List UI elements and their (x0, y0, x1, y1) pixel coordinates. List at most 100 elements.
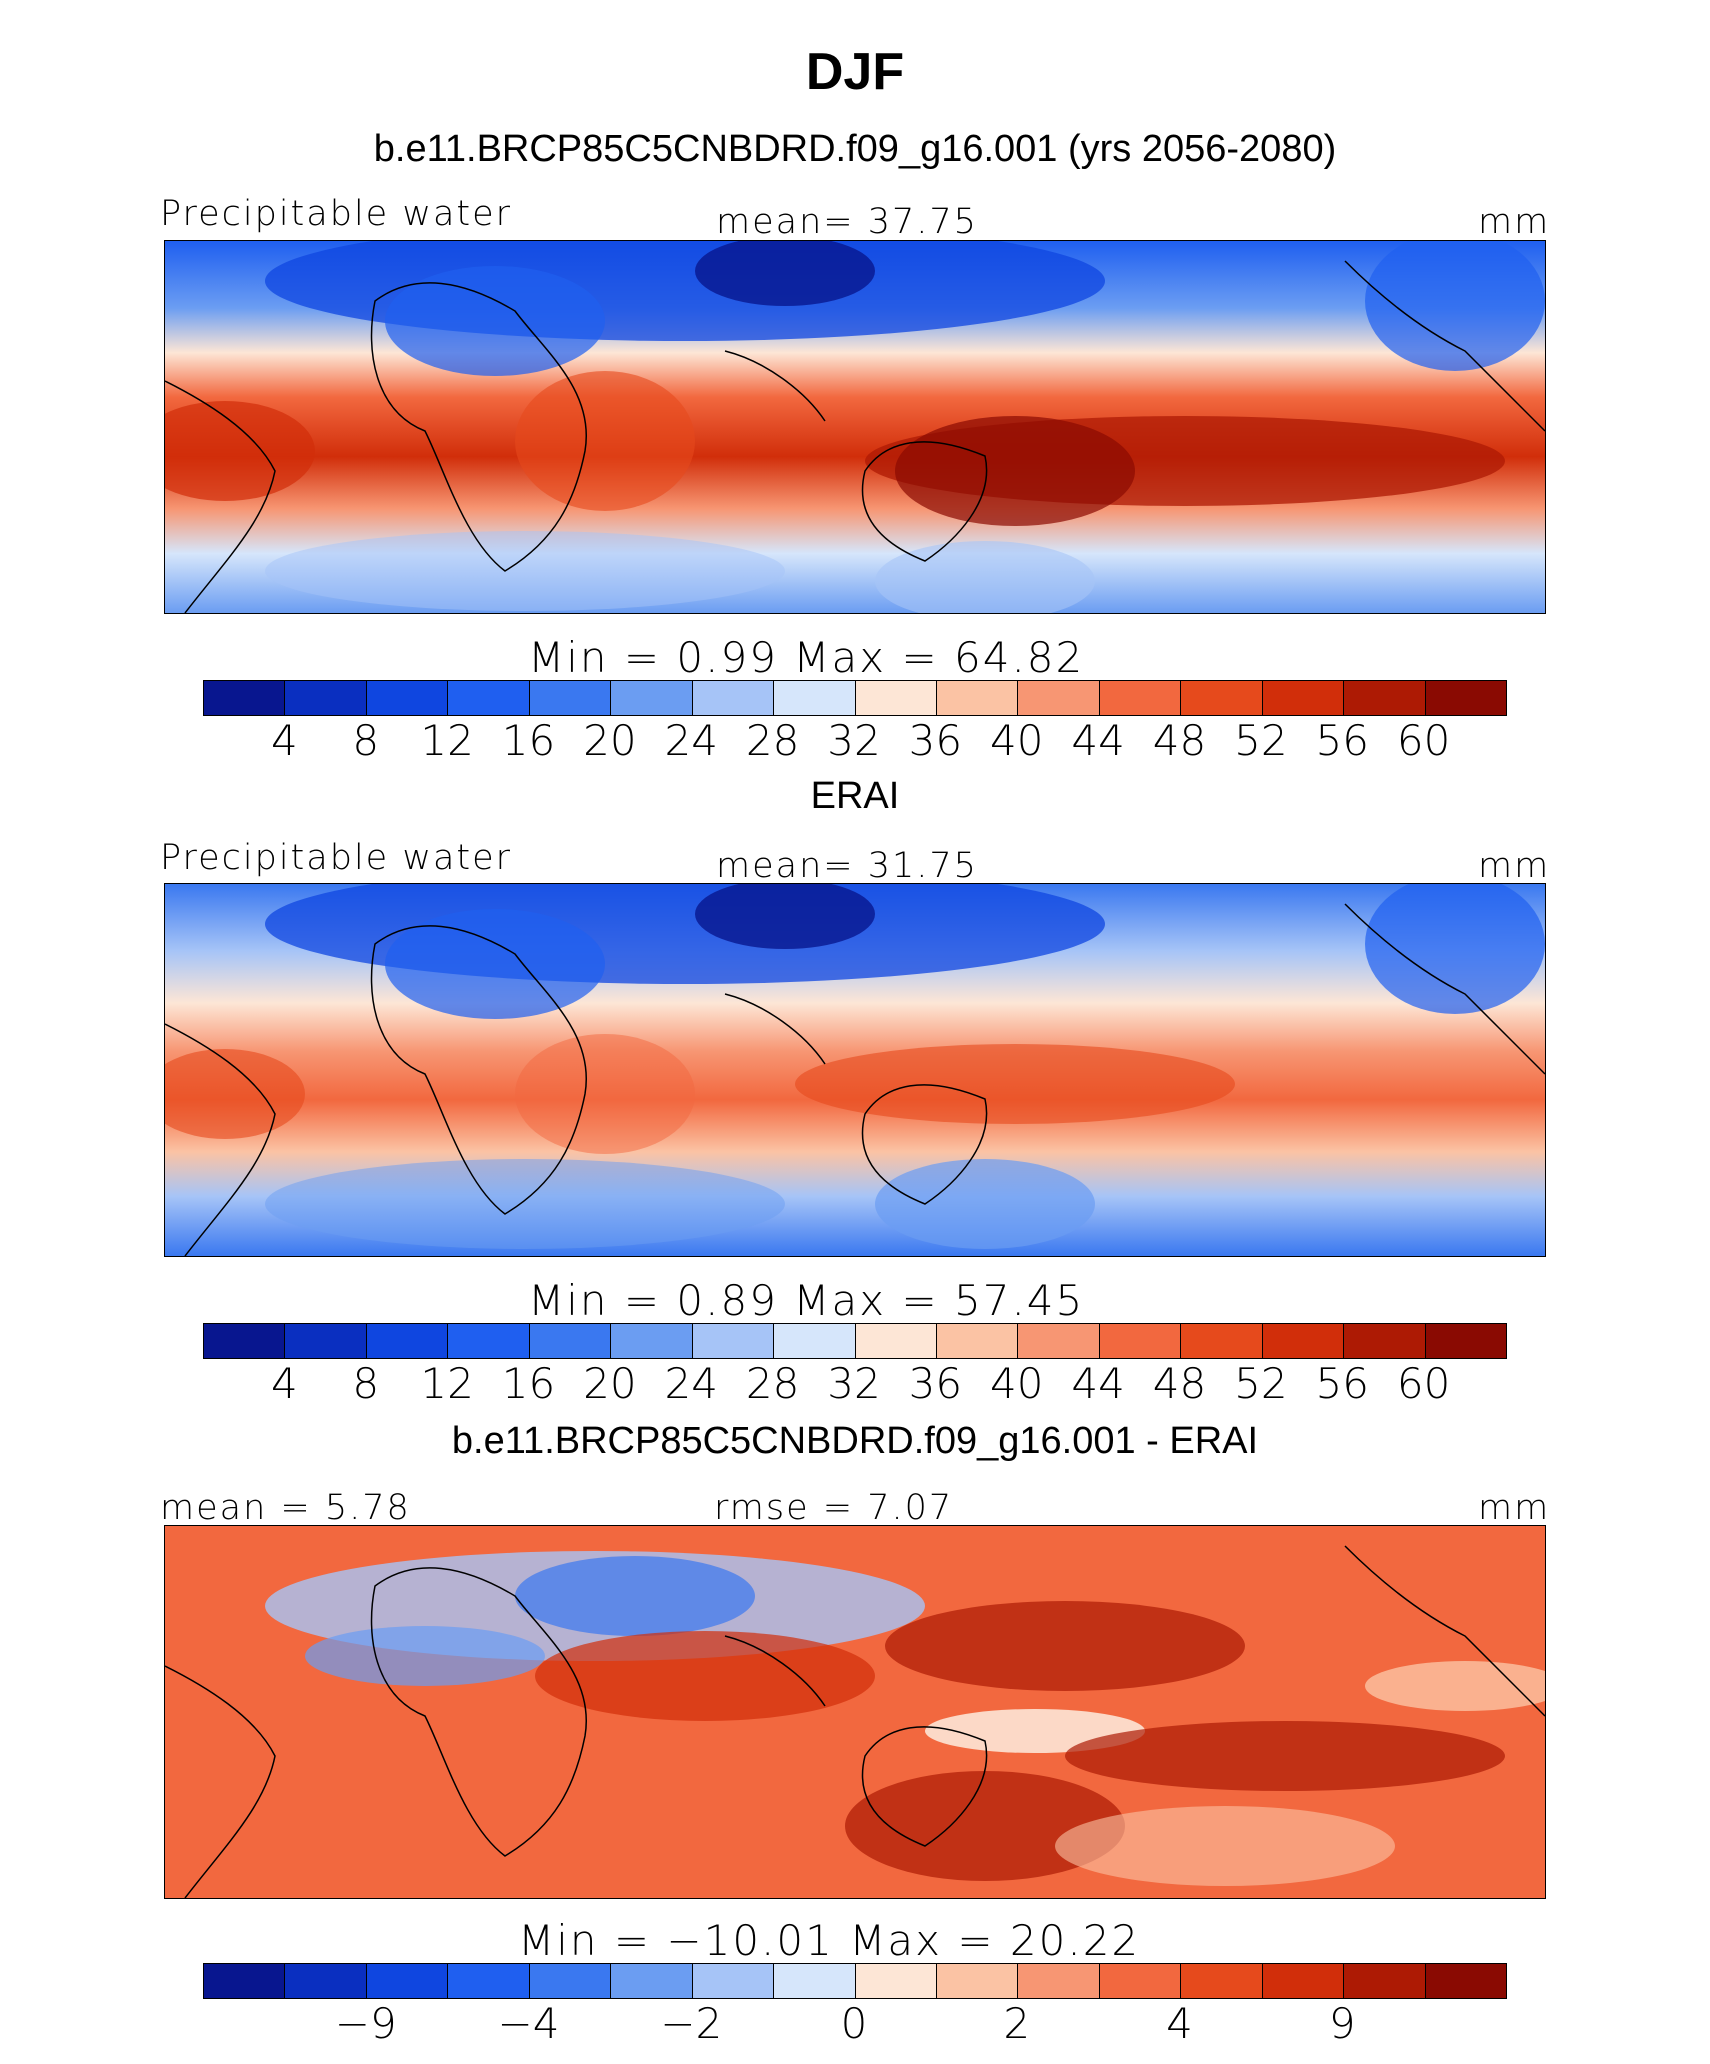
colorbar-cell (692, 1964, 775, 1998)
colorbar-tick-label: 8 (352, 1359, 380, 1408)
colorbar-tick-label: 24 (664, 716, 718, 765)
colorbar-cell (611, 1964, 693, 1998)
colorbar-cell (1425, 681, 1506, 715)
panel-2-colorbar (203, 1323, 1507, 1359)
colorbar-tick-label: 48 (1152, 716, 1207, 765)
colorbar-tick-label: 20 (583, 1359, 637, 1408)
colorbar-cell (529, 1964, 612, 1998)
panel-2-map (164, 883, 1546, 1257)
colorbar-tick-label: 4 (1166, 1999, 1193, 2048)
colorbar-tick-label: 60 (1396, 1359, 1451, 1408)
colorbar-tick-label: 40 (990, 1359, 1044, 1408)
colorbar-cell (855, 681, 937, 715)
colorbar-tick-label: 48 (1152, 1359, 1207, 1408)
colorbar-tick-label: 44 (1071, 1359, 1125, 1408)
colorbar-cell (1018, 1324, 1100, 1358)
panel-3-mean-label: mean = 5.78 (160, 1488, 411, 1528)
colorbar-tick-label: −4 (497, 1999, 560, 2048)
colorbar-cell (204, 1324, 286, 1358)
colorbar-tick-label: 28 (745, 1359, 800, 1408)
colorbar-cell (366, 681, 449, 715)
colorbar-cell (448, 1964, 530, 1998)
colorbar-cell (1099, 681, 1182, 715)
colorbar-tick-label: 0 (840, 1999, 868, 2048)
colorbar-tick-label: 16 (501, 716, 556, 765)
colorbar-cell (1181, 681, 1263, 715)
colorbar-cell (1262, 1324, 1345, 1358)
colorbar-cell (1262, 681, 1345, 715)
colorbar-tick-label: 32 (827, 1359, 881, 1408)
colorbar-cell (285, 681, 367, 715)
colorbar-cell (855, 1964, 937, 1998)
colorbar-tick-label: 4 (271, 716, 298, 765)
panel-1-variable-label: Precipitable water (160, 194, 513, 234)
colorbar-tick-label: 52 (1234, 716, 1288, 765)
colorbar-cell (1018, 1964, 1100, 1998)
colorbar-tick-label: 60 (1396, 716, 1451, 765)
panel-3-map (164, 1525, 1546, 1899)
colorbar-cell (1018, 681, 1100, 715)
colorbar-tick-label: 24 (664, 1359, 718, 1408)
colorbar-cell (529, 1324, 612, 1358)
colorbar-cell (204, 1964, 286, 1998)
colorbar-cell (285, 1324, 367, 1358)
colorbar-cell (936, 1324, 1019, 1358)
colorbar-cell (774, 1324, 856, 1358)
colorbar-cell (285, 1964, 367, 1998)
colorbar-cell (936, 681, 1019, 715)
colorbar-cell (448, 681, 530, 715)
colorbar-cell (936, 1964, 1019, 1998)
colorbar-cell (774, 1964, 856, 1998)
colorbar-tick-label: 2 (1003, 1999, 1031, 2048)
colorbar-tick-label: 40 (990, 716, 1044, 765)
colorbar-cell (855, 1324, 937, 1358)
panel-1-units-label: mm (1478, 202, 1551, 242)
colorbar-cell (529, 681, 612, 715)
colorbar-cell (1344, 681, 1426, 715)
colorbar-tick-label: −9 (334, 1999, 397, 2048)
colorbar-cell (204, 681, 286, 715)
colorbar-cell (448, 1324, 530, 1358)
panel-2-subtitle: ERAI (810, 775, 900, 817)
panel-3-units-label: mm (1478, 1488, 1551, 1528)
colorbar-cell (692, 1324, 775, 1358)
colorbar-tick-label: 36 (908, 1359, 963, 1408)
panel-3-subtitle: b.e11.BRCP85C5CNBDRD.f09_g16.001 - ERAI (451, 1420, 1259, 1462)
panel-3-min-max: Min = −10.01 Max = 20.22 (518, 1916, 1141, 1965)
colorbar-cell (1425, 1324, 1506, 1358)
colorbar-cell (611, 1324, 693, 1358)
panel-1-mean-label: mean= 37.75 (716, 202, 978, 242)
colorbar-cell (774, 681, 856, 715)
colorbar-cell (1344, 1964, 1426, 1998)
panel-1-subtitle: b.e11.BRCP85C5CNBDRD.f09_g16.001 (yrs 20… (373, 128, 1337, 170)
panel-2-variable-label: Precipitable water (160, 838, 513, 878)
colorbar-tick-label: 16 (501, 1359, 556, 1408)
colorbar-cell (1425, 1964, 1506, 1998)
colorbar-tick-label: 56 (1315, 1359, 1369, 1408)
panel-3-rmse-label: rmse = 7.07 (714, 1488, 954, 1528)
colorbar-tick-label: 32 (827, 716, 881, 765)
colorbar-cell (1099, 1324, 1182, 1358)
colorbar-tick-label: 28 (745, 716, 800, 765)
colorbar-cell (1344, 1324, 1426, 1358)
panel-2-mean-label: mean= 31.75 (716, 846, 978, 886)
colorbar-cell (1099, 1964, 1182, 1998)
colorbar-tick-label: 20 (583, 716, 637, 765)
colorbar-cell (692, 681, 775, 715)
colorbar-tick-label: 12 (420, 1359, 474, 1408)
colorbar-tick-label: 36 (908, 716, 963, 765)
colorbar-tick-label: 4 (271, 1359, 298, 1408)
colorbar-tick-label: 8 (352, 716, 380, 765)
colorbar-tick-label: 52 (1234, 1359, 1288, 1408)
colorbar-tick-label: 12 (420, 716, 474, 765)
colorbar-tick-label: −2 (660, 1999, 723, 2048)
colorbar-cell (366, 1964, 449, 1998)
colorbar-tick-label: 44 (1071, 716, 1125, 765)
panel-3-colorbar (203, 1963, 1507, 1999)
panel-1-map (164, 240, 1546, 614)
colorbar-cell (1181, 1964, 1263, 1998)
panel-2-units-label: mm (1478, 846, 1551, 886)
panel-1-colorbar (203, 680, 1507, 716)
colorbar-cell (366, 1324, 449, 1358)
colorbar-cell (1262, 1964, 1345, 1998)
